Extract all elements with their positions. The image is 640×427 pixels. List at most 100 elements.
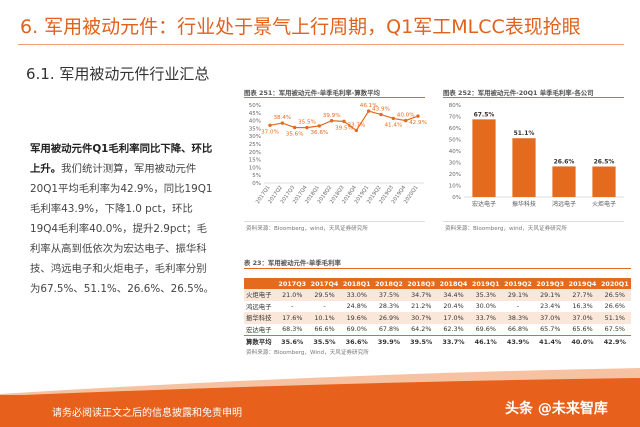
- table-cell: 38.3%: [501, 312, 535, 324]
- table-cell: 40.0%: [566, 335, 599, 348]
- data-label: 42.9%: [409, 120, 427, 126]
- figure-252-rule: [443, 97, 624, 98]
- table-header-cell: 2019Q4: [566, 278, 599, 289]
- y-tick-label: 40%: [249, 119, 261, 125]
- table-cell: 39.9%: [372, 335, 406, 348]
- data-label: 46.1%: [360, 103, 378, 109]
- data-point: [391, 116, 396, 121]
- data-label: 37.0%: [261, 129, 279, 135]
- x-tick-label: 振华科技: [512, 200, 536, 208]
- table-cell: 66.8%: [507, 325, 529, 334]
- table-header-cell: 2020Q1: [598, 278, 631, 289]
- table-cell: 16.3%: [572, 302, 593, 311]
- x-tick-label: 火炬电子: [592, 200, 616, 208]
- data-label: 38.4%: [273, 115, 291, 121]
- table-cell: 27.7%: [566, 289, 599, 301]
- table-cell: -: [323, 302, 326, 311]
- y-tick-label: 45%: [249, 111, 261, 117]
- table-header-cell: 2017Q3: [276, 278, 309, 289]
- table-cell: 65.6%: [572, 325, 593, 334]
- figure-252-title: 图表 252：军用被动元件-20Q1 单季毛利率-各公司: [443, 89, 594, 97]
- table-cell: 62.3%: [443, 325, 464, 334]
- data-point: [268, 123, 272, 127]
- table-header-cell: 2019Q3: [534, 278, 567, 289]
- y-tick-label: 0%: [452, 195, 461, 201]
- table-cell: 43.9%: [501, 335, 535, 348]
- watermark: 头条 @未来智库: [505, 401, 608, 417]
- bar: [552, 166, 576, 197]
- table-cell: 21.0%: [276, 289, 309, 301]
- table-cell: 30.7%: [405, 312, 438, 324]
- y-tick-label: 20%: [449, 172, 461, 178]
- data-label: 33.7%: [347, 122, 365, 128]
- table-cell: 23.4%: [540, 302, 561, 311]
- table-cell: -: [516, 302, 520, 311]
- data-label: 51.1%: [514, 130, 535, 137]
- table-row-label: 火炬电子: [244, 289, 277, 301]
- y-tick-label: 0%: [252, 181, 261, 187]
- footer-curve: [0, 368, 640, 398]
- y-tick-label: 20%: [249, 150, 261, 156]
- table-row: 火炬电子 21.0% 29.5% 33.0% 37.5% 34.7% 34.4% 35.3% 2…: [244, 289, 631, 301]
- table-cell: 19.6%: [340, 312, 373, 324]
- data-point: [416, 114, 420, 118]
- data-point: [329, 119, 334, 123]
- summary-lead: 军用被动元件Q1毛利率同比下降、环比上升。: [30, 143, 213, 175]
- table-23-rule: [244, 268, 631, 269]
- table-cell: 21.2%: [411, 302, 432, 311]
- table-header-cell: 2018Q2: [372, 278, 406, 289]
- figure-252-source: 资料来源：Bloomberg，wind，天风证券研究所: [445, 226, 567, 232]
- data-label: 26.6%: [554, 158, 575, 165]
- data-label: 36.6%: [310, 130, 328, 136]
- data-point: [305, 125, 309, 130]
- x-tick-label: 宏达电子: [472, 200, 496, 208]
- table-header-cell: 2019Q2: [501, 278, 535, 289]
- data-label: 26.5%: [594, 159, 615, 166]
- data-point: [342, 119, 346, 124]
- table-cell: 68.3%: [282, 325, 303, 334]
- y-tick-label: 50%: [249, 103, 261, 109]
- y-tick-label: 40%: [449, 149, 461, 155]
- table-cell: 36.6%: [340, 335, 373, 348]
- table-cell: 41.4%: [534, 335, 567, 348]
- table-header-cell: [244, 278, 277, 289]
- data-label: 43.9%: [372, 107, 390, 113]
- y-tick-label: 25%: [249, 142, 261, 148]
- table-cell: 26.9%: [372, 312, 406, 324]
- table-cell: 37.0%: [534, 312, 567, 324]
- summary-body: 我们统计测算，军用被动元件20Q1平均毛利率为42.9%，同比19Q1毛利率43…: [30, 163, 214, 295]
- table-header-cell: 2018Q4: [437, 278, 470, 289]
- table-cell: 51.1%: [598, 312, 631, 324]
- table-cell: 17.0%: [437, 312, 470, 324]
- data-point: [379, 112, 383, 117]
- gross-margin-table: 2017Q3 2017Q4 2018Q1 2018Q2 2018Q3 2018Q…: [244, 278, 631, 348]
- table-cell: 34.4%: [437, 289, 470, 301]
- y-tick-label: 30%: [449, 161, 461, 167]
- table-row: 振华科技 17.6% 10.1% 19.6% 26.9% 30.7% 17.0% 33.7% 3…: [244, 312, 631, 324]
- table-cell: 46.1%: [469, 335, 502, 348]
- data-label: 41.4%: [384, 122, 402, 128]
- table-cell: 69.0%: [346, 325, 367, 334]
- table-cell: 24.8%: [346, 302, 367, 311]
- table-23-title: 表 23：军用被动元件-单季毛利率: [244, 259, 341, 267]
- table-cell: 33.0%: [340, 289, 373, 301]
- y-tick-label: 15%: [249, 158, 261, 164]
- data-label: 67.5%: [474, 111, 495, 118]
- data-point: [403, 118, 408, 123]
- table-cell: 69.6%: [475, 325, 496, 334]
- data-point: [317, 124, 322, 128]
- table-header-cell: 2019Q1: [469, 278, 502, 289]
- table-cell: 35.5%: [308, 335, 341, 348]
- table-header-cell: 2018Q3: [405, 278, 438, 289]
- table-cell: 26.5%: [598, 289, 631, 301]
- table-cell: 17.6%: [276, 312, 309, 324]
- line-chart: 0%5%10%15%20%25%30%35%40%45%50%37.0%2017…: [249, 103, 427, 205]
- data-label: 39.9%: [323, 113, 341, 119]
- table-header-row: 2017Q3 2017Q4 2018Q1 2018Q2 2018Q3 2018Q…: [244, 278, 631, 289]
- bar: [472, 119, 496, 197]
- table-cell: 26.6%: [604, 302, 625, 311]
- table-row: 鸿远电子 - - 24.8% 28.3% 21.2% 20.4% 30.0% - 23.4% 16.…: [244, 301, 631, 313]
- figure-251-source: 资料来源：Bloomberg，wind，天风证券研究所: [246, 226, 368, 232]
- y-tick-label: 35%: [249, 126, 261, 132]
- table-cell: 34.7%: [405, 289, 438, 301]
